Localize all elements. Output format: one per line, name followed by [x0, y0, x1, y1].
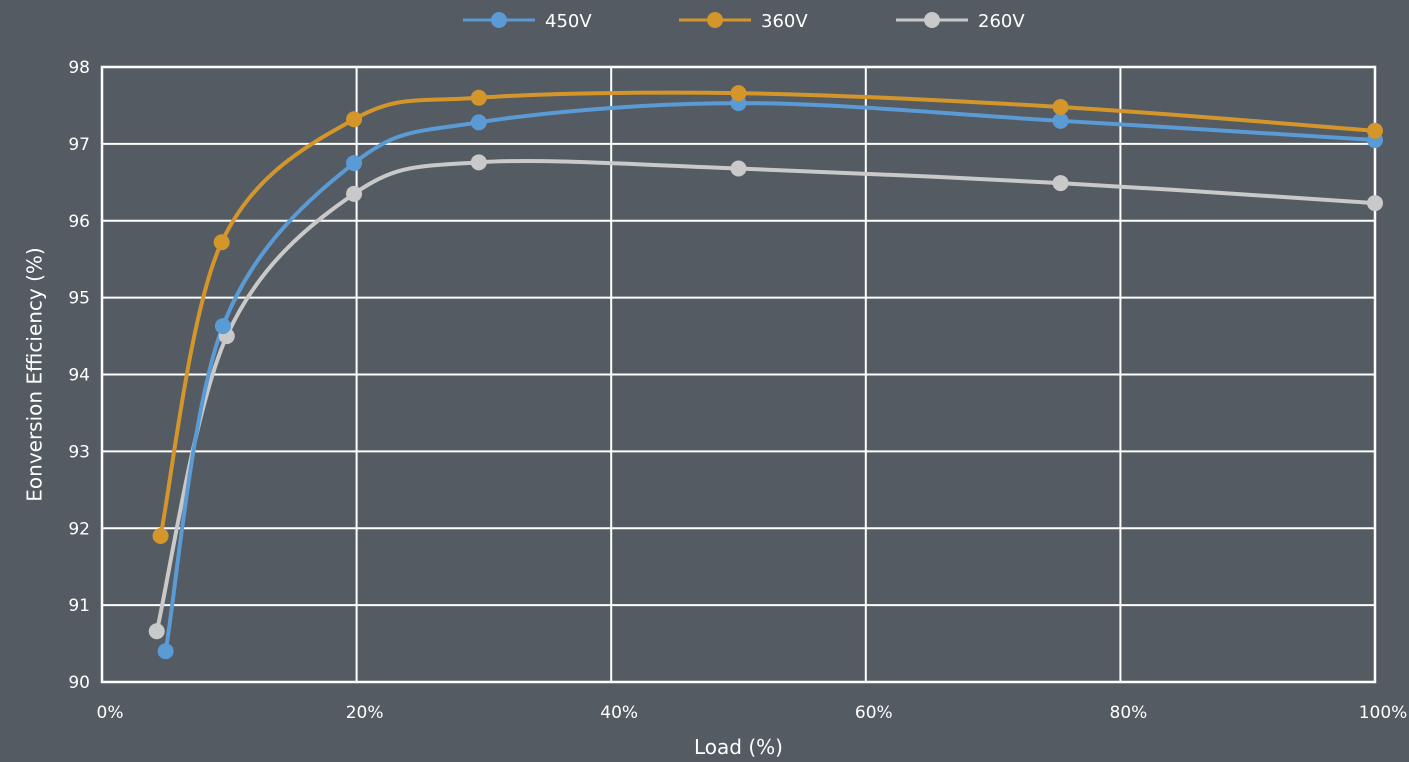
x-tick-label: 20% — [346, 703, 384, 723]
data-point-260v — [346, 185, 363, 202]
data-point-360v — [346, 111, 363, 128]
x-tick-label: 100% — [1359, 703, 1408, 723]
y-axis-title: Eonversion Efficiency (%) — [23, 247, 47, 501]
y-tick-label: 94 — [68, 366, 90, 386]
y-tick-label: 90 — [68, 673, 90, 693]
x-tick-label: 0% — [97, 703, 124, 723]
points-layer — [148, 85, 1383, 660]
series-line-360v — [158, 90, 1377, 538]
series-line-450v — [163, 101, 1377, 654]
data-point-360v — [213, 234, 230, 251]
y-tick-label: 92 — [68, 519, 90, 539]
x-tick-label: 80% — [1110, 703, 1148, 723]
legend-swatch-marker-260v — [924, 12, 940, 28]
x-axis-ticks: 0% 20% 40% 60% 80% 100% — [97, 703, 1408, 723]
data-point-360v — [152, 527, 169, 544]
y-tick-label: 93 — [68, 442, 90, 462]
y-axis-ticks: 90 91 92 93 94 95 96 97 98 — [68, 58, 90, 693]
y-tick-label: 98 — [68, 58, 90, 78]
series-line-260v — [154, 159, 1377, 634]
legend: 450V 360V 260V — [463, 11, 1025, 32]
y-tick-label: 91 — [68, 596, 90, 616]
x-tick-label: 60% — [855, 703, 893, 723]
data-point-360v — [1052, 98, 1069, 115]
data-point-360v — [470, 89, 487, 106]
plot-area-border — [100, 65, 1377, 684]
data-point-260v — [148, 623, 165, 640]
legend-swatch-marker-450v — [491, 12, 507, 28]
data-point-260v — [1052, 175, 1069, 192]
data-point-450v — [346, 155, 363, 172]
data-point-260v — [470, 154, 487, 171]
y-tick-label: 96 — [68, 212, 90, 232]
data-point-450v — [214, 318, 231, 335]
data-point-450v — [1052, 112, 1069, 129]
data-point-450v — [157, 643, 174, 660]
y-tick-label: 97 — [68, 135, 90, 155]
data-point-260v — [1367, 195, 1383, 212]
data-point-360v — [730, 85, 747, 102]
y-tick-label: 95 — [68, 289, 90, 309]
data-point-450v — [470, 114, 487, 131]
legend-swatch-marker-360v — [707, 12, 723, 28]
x-axis-title: Load (%) — [694, 735, 783, 759]
series-layer — [154, 90, 1377, 654]
legend-label-260v: 260V — [978, 11, 1025, 32]
x-tick-label: 40% — [600, 703, 638, 723]
data-point-260v — [730, 160, 747, 177]
legend-label-360v: 360V — [761, 11, 808, 32]
data-point-360v — [1367, 122, 1383, 139]
grid — [100, 65, 1377, 684]
legend-label-450v: 450V — [545, 11, 592, 32]
